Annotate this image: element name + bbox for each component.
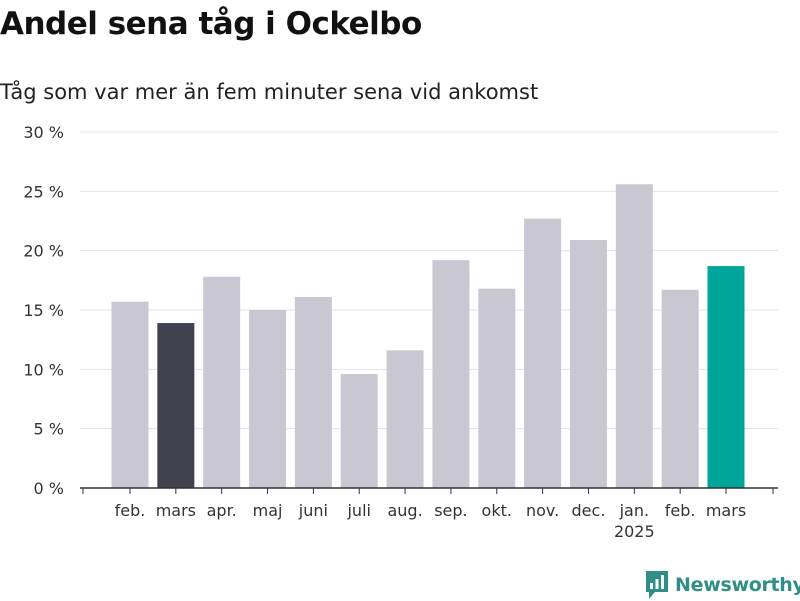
bar bbox=[569, 239, 607, 488]
bar bbox=[478, 288, 516, 488]
y-tick-label: 15 % bbox=[23, 301, 64, 320]
y-tick-label: 25 % bbox=[23, 182, 64, 201]
y-tick-label: 5 % bbox=[34, 420, 64, 439]
bar bbox=[707, 266, 745, 488]
bar bbox=[249, 310, 287, 488]
x-tick-label: mars bbox=[156, 501, 196, 520]
bar bbox=[203, 276, 241, 488]
logo-text: Newsworthy bbox=[675, 574, 800, 596]
chart-subtitle: Tåg som var mer än fem minuter sena vid … bbox=[0, 80, 539, 104]
bar bbox=[615, 184, 653, 489]
x-year-label: 2025 bbox=[614, 522, 655, 541]
x-tick-label: dec. bbox=[572, 501, 606, 520]
y-tick-label: 10 % bbox=[23, 360, 64, 379]
x-tick-label: jan. bbox=[619, 501, 649, 520]
x-tick-label: juli bbox=[346, 501, 370, 520]
x-tick-label: juni bbox=[298, 501, 328, 520]
x-tick-label: maj bbox=[253, 501, 283, 520]
x-tick-label: nov. bbox=[526, 501, 559, 520]
x-tick-label: apr. bbox=[207, 501, 237, 520]
y-tick-label: 20 % bbox=[23, 242, 64, 261]
bar bbox=[386, 350, 424, 488]
bar bbox=[661, 289, 699, 488]
bar bbox=[432, 260, 470, 488]
chart-title: Andel sena tåg i Ockelbo bbox=[0, 6, 422, 42]
bar bbox=[340, 374, 378, 488]
x-tick-label: aug. bbox=[387, 501, 422, 520]
x-tick-label: okt. bbox=[482, 501, 512, 520]
bar bbox=[524, 218, 562, 489]
x-tick-label: feb. bbox=[665, 501, 696, 520]
bar bbox=[111, 301, 149, 488]
x-tick-label: mars bbox=[706, 501, 746, 520]
y-tick-label: 0 % bbox=[34, 479, 64, 498]
bar-chart-logo-icon bbox=[646, 571, 668, 599]
newsworthy-logo: Newsworthy bbox=[645, 569, 800, 601]
x-tick-label: sep. bbox=[434, 501, 467, 520]
x-tick-label: feb. bbox=[115, 501, 146, 520]
bar bbox=[294, 296, 332, 488]
bar bbox=[157, 323, 195, 488]
y-tick-label: 30 % bbox=[23, 123, 64, 142]
